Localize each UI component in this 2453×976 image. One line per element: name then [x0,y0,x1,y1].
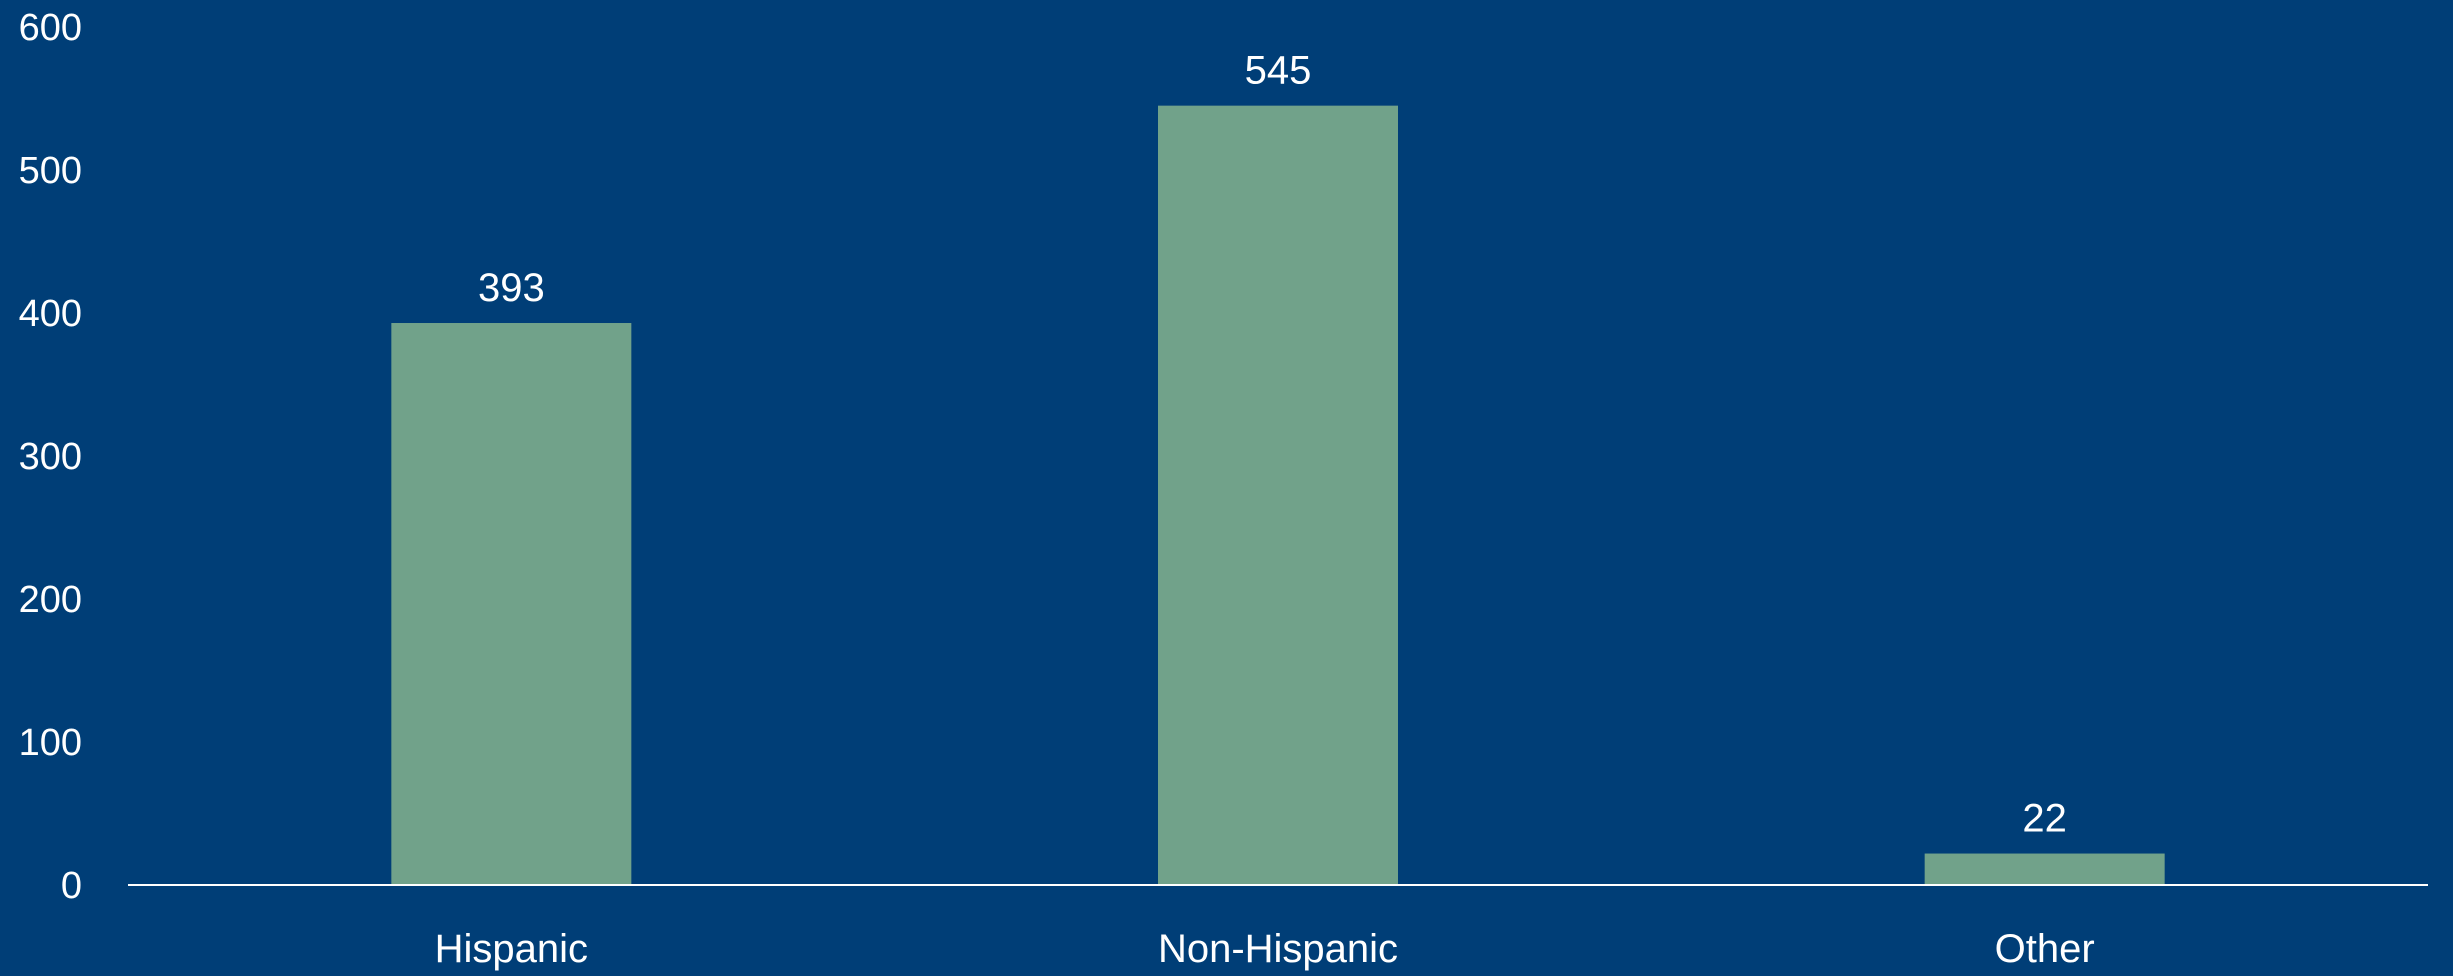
y-axis: 0 100 200 300 400 500 600 [19,7,82,907]
y-tick-label: 500 [19,150,82,192]
bar-other [1924,853,2165,885]
bars [391,105,2165,885]
y-tick-label: 100 [19,722,82,764]
data-labels: 393 545 22 [478,49,2067,841]
x-category-label: Hispanic [435,927,588,971]
data-label: 22 [2022,797,2067,841]
y-tick-label: 300 [19,436,82,478]
x-axis: Hispanic Non-Hispanic Other [435,927,2095,971]
y-tick-label: 0 [61,865,82,907]
bar-non-hispanic [1158,105,1398,885]
data-label: 393 [478,266,545,310]
y-tick-label: 600 [19,7,82,49]
x-category-label: Other [1995,927,2095,971]
y-tick-label: 200 [19,579,82,621]
bar-hispanic [391,323,632,885]
data-label: 545 [1245,49,1312,93]
x-category-label: Non-Hispanic [1158,927,1398,971]
y-tick-label: 400 [19,293,82,335]
